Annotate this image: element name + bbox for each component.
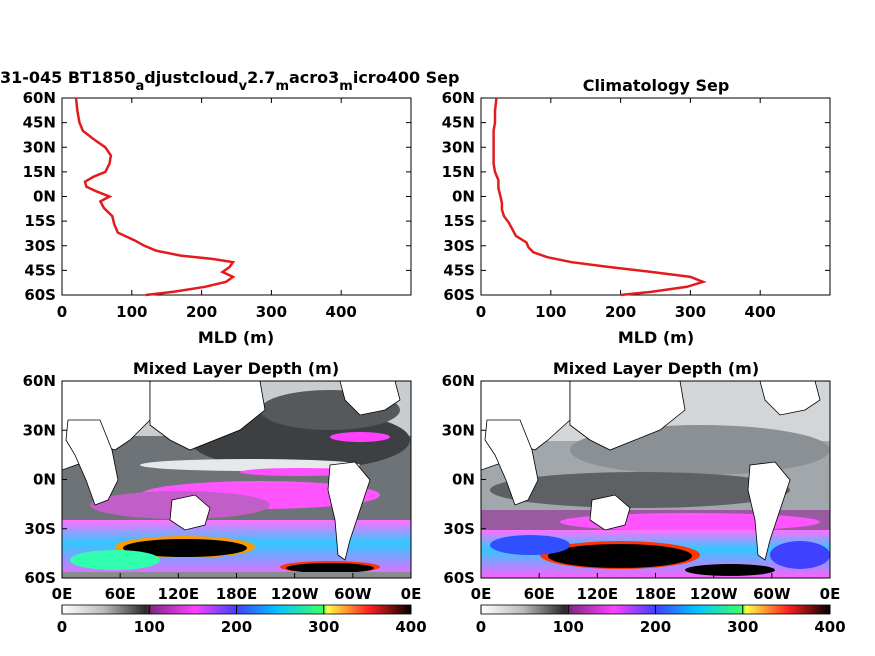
map-x-tick-label: 60W (753, 585, 791, 603)
map-y-tick-label: 30N (442, 421, 475, 439)
title-part: 2.7 (247, 68, 275, 87)
colorbar-tick-label: 200 (640, 618, 671, 636)
x-tick-labels-right: 0 100 200 300 400 (476, 98, 776, 321)
colorbar-tick-label: 200 (221, 618, 252, 636)
x-tick-label: 100 (535, 303, 566, 321)
map-y-tick-label: 0N (33, 471, 56, 489)
map-y-tick-label: 60S (443, 569, 475, 587)
plot-frame-right (480, 97, 831, 296)
map-x-tick-label: 60E (105, 585, 136, 603)
x-tick-label: 100 (116, 303, 147, 321)
chart-title-right: Climatology Sep (583, 76, 730, 95)
x-tick-label: 300 (675, 303, 706, 321)
map-x-tick-labels-right: 0E 60E 120E 180E 120W 60W 0E (471, 573, 841, 603)
title-part: v (239, 79, 248, 94)
plot-frame-left (61, 97, 412, 296)
x-axis-label-right: MLD (m) (618, 328, 694, 347)
mld-line-left (74, 97, 236, 297)
colorbar-tick-label: 0 (57, 618, 67, 636)
x-tick-label: 200 (186, 303, 217, 321)
chart-title-left: 31-045 BT1850adjustcloudv2.7macro3micro4… (0, 68, 459, 94)
map-y-tick-label: 60N (23, 372, 56, 390)
map-x-tick-label: 120E (577, 585, 619, 603)
y-tick-label: 60S (24, 286, 56, 304)
map-x-tick-label: 120E (158, 585, 200, 603)
title-part: acro3 (289, 68, 339, 87)
mld-profile-panel-right: Climatology Sep 60N45N30N15N0N15S30S45S6… (442, 76, 831, 347)
map-y-tick-labels-right: 60N 30N 0N 30S 60S (442, 372, 486, 587)
y-tick-label: 45S (443, 261, 475, 279)
y-tick-label: 30S (443, 237, 475, 255)
map-x-tick-label: 60E (524, 585, 555, 603)
x-tick-label: 400 (745, 303, 776, 321)
colorbar-tick-label: 400 (814, 618, 845, 636)
x-tick-label: 0 (57, 303, 67, 321)
y-tick-label: 45N (442, 114, 475, 132)
x-tick-label: 200 (605, 303, 636, 321)
map-y-tick-label: 30S (24, 520, 56, 538)
y-tick-label: 15N (442, 163, 475, 181)
map-x-tick-labels-left: 0E 60E 120E 180E 120W 60W 0E (52, 573, 422, 603)
title-part: m (275, 79, 289, 94)
map-x-tick-label: 120W (271, 585, 319, 603)
map-x-tick-label: 0E (401, 585, 422, 603)
title-part: a (136, 79, 145, 94)
map-y-tick-label: 60N (442, 372, 475, 390)
map-x-tick-label: 60W (334, 585, 372, 603)
mld-map-panel-left: Mixed Layer Depth (m) (23, 359, 427, 636)
map-title-left: Mixed Layer Depth (m) (133, 359, 339, 378)
y-tick-label: 60N (23, 89, 56, 107)
map-y-tick-label: 30N (23, 421, 56, 439)
colorbar-tick-label: 100 (553, 618, 584, 636)
colorbar-tick-label: 0 (476, 618, 486, 636)
x-tick-label: 300 (256, 303, 287, 321)
y-tick-label: 45N (23, 114, 56, 132)
mld-field-right (481, 381, 830, 578)
map-y-tick-label: 0N (452, 471, 475, 489)
x-tick-label: 400 (326, 303, 357, 321)
y-tick-label: 60S (443, 286, 475, 304)
colorbar-tick-labels-left: 0 100 200 300 400 (57, 605, 427, 636)
y-tick-labels-right: 60N 45N 30N 15N 0N 15S 30S 45S 60S (442, 89, 830, 304)
title-part: 31-045 BT1850 (0, 68, 136, 87)
x-tick-labels-left: 0 100 200 300 400 (57, 98, 357, 321)
map-title-right: Mixed Layer Depth (m) (553, 359, 759, 378)
map-x-tick-label: 0E (52, 585, 73, 603)
map-x-tick-label: 180E (635, 585, 677, 603)
y-tick-label: 15S (24, 212, 56, 230)
colorbar-tick-labels-right: 0 100 200 300 400 (476, 605, 846, 636)
y-tick-label: 15N (23, 163, 56, 181)
colorbar-tick-label: 300 (727, 618, 758, 636)
map-y-tick-label: 60S (24, 569, 56, 587)
colorbar-tick-label: 400 (395, 618, 426, 636)
title-part: icro400 Sep (353, 68, 460, 87)
y-tick-label: 30N (442, 138, 475, 156)
y-tick-label: 0N (33, 188, 56, 206)
map-y-tick-label: 30S (443, 520, 475, 538)
y-tick-label: 30N (23, 138, 56, 156)
colorbar-tick-label: 300 (308, 618, 339, 636)
mld-field-left (62, 381, 411, 578)
map-x-tick-label: 120W (690, 585, 738, 603)
map-x-tick-label: 0E (820, 585, 841, 603)
map-x-tick-label: 0E (471, 585, 492, 603)
y-tick-label: 30S (24, 237, 56, 255)
mld-profile-panel-left: 31-045 BT1850adjustcloudv2.7macro3micro4… (0, 68, 459, 347)
title-part: djustcloud (144, 68, 238, 87)
map-x-tick-label: 180E (216, 585, 258, 603)
title-part: m (339, 79, 353, 94)
colorbar-tick-label: 100 (134, 618, 165, 636)
y-tick-label: 45S (24, 261, 56, 279)
y-tick-label: 60N (442, 89, 475, 107)
mld-line-right (492, 97, 707, 297)
map-y-tick-labels-left: 60N 30N 0N 30S 60S (23, 372, 67, 587)
y-tick-label: 15S (443, 212, 475, 230)
y-tick-labels-left: 60N 45N 30N 15N 0N 15S 30S 45S 60S (23, 89, 411, 304)
x-axis-label-left: MLD (m) (198, 328, 274, 347)
x-tick-label: 0 (476, 303, 486, 321)
y-tick-label: 0N (452, 188, 475, 206)
